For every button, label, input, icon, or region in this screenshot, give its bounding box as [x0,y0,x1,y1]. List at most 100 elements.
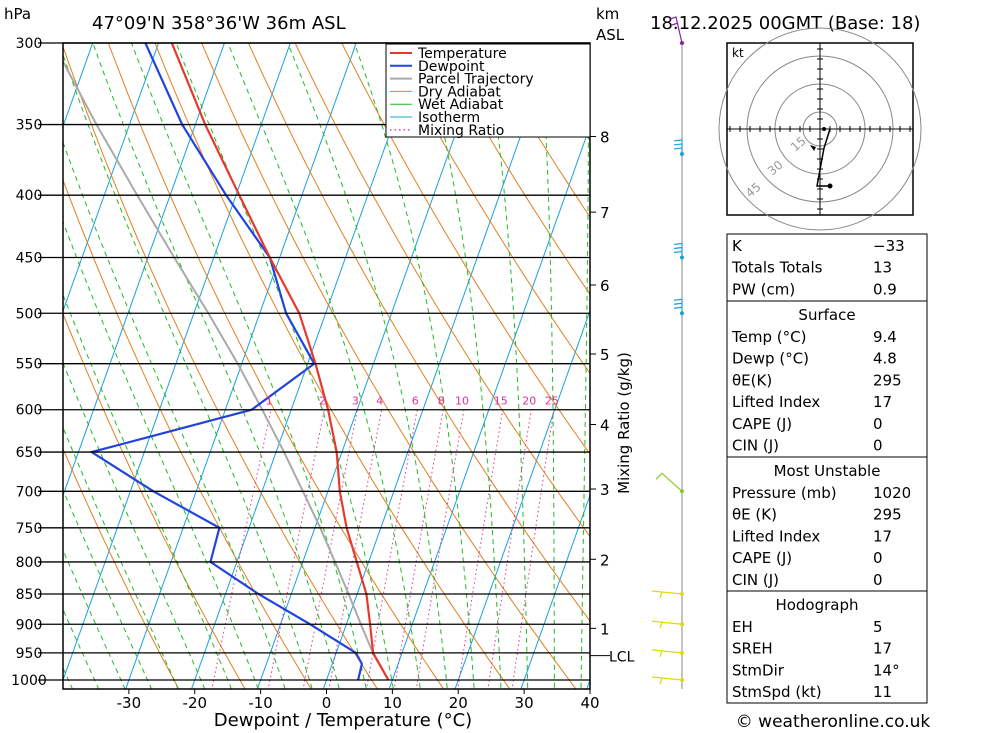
height-tick-label: 2 [600,551,610,569]
dry-adiabat-line [341,43,590,455]
x-tick-label: 40 [580,694,599,712]
height-tick-label: 5 [600,346,610,364]
dry-adiabat-line [481,43,590,218]
hodograph-point [822,127,826,131]
dry-adiabat-line [63,178,312,689]
mixing-ratio-tick-label: 8 [438,395,445,408]
index-value: 1020 [873,484,911,502]
index-label: CIN (J) [732,571,779,589]
isotherm-line [63,43,225,497]
parcel-trajectory-line [63,59,390,681]
profile-series [63,43,390,681]
index-value: −33 [873,237,905,255]
index-value: 14° [873,661,900,679]
x-tick-label: 0 [322,694,332,712]
index-value: 11 [873,683,892,701]
index-label: StmSpd (kt) [732,683,822,701]
legend-label: Dewpoint [418,59,485,75]
wind-barb [673,242,683,258]
index-label: SREH [732,640,773,658]
hodograph-ticks [729,48,911,210]
pressure-tick-label: 850 [16,587,43,603]
lcl-label: LCL [609,650,635,666]
mixing-ratio-axis-title: Mixing Ratio (g/kg) [615,352,633,494]
pressure-tick-label: 650 [16,445,43,461]
x-axis-title: Dewpoint / Temperature (°C) [214,710,472,731]
indices-table: Surface Most Unstable Hodograph K −33 Tota… [726,233,928,704]
mixing-ratio-tick-label: 3 [352,395,359,408]
dry-adiabat-line [201,43,577,689]
isotherm-line [0,0,3,711]
dry-adiabat-line [294,43,590,538]
mixing-ratio-tick-label: 15 [494,395,508,408]
isotherm-line [125,43,357,689]
asl-unit-label: ASL [596,26,625,44]
mixing-ratio-line [457,409,504,689]
height-tick-label: 3 [600,481,610,499]
height-tick-label: 8 [600,129,610,147]
isotherm-line [63,43,94,128]
pressure-tick-label: 800 [16,555,43,571]
x-tick-label: 10 [383,694,402,712]
index-value: 13 [873,259,892,277]
surface-box [726,300,928,458]
wind-barb [651,590,683,599]
index-label: Pressure (mb) [732,484,837,502]
isotherm-line [63,43,160,313]
isotherm-line [454,309,590,689]
x-tick-label: 20 [449,694,468,712]
index-label: StmDir [732,661,785,679]
isotherm-line [0,0,69,711]
mixing-ratio-tick-label: 10 [455,395,469,408]
height-tick-label: 6 [600,277,610,295]
wind-profile-column [651,16,684,689]
wind-barb [673,139,683,154]
mixing-ratio-line [366,409,418,689]
index-value: 5 [873,618,883,636]
km-unit-label: km [596,5,619,23]
x-tick-label: -10 [248,694,273,712]
wind-barb [669,16,683,44]
legend-label: Isotherm [418,110,480,126]
dry-adiabat-line [63,312,246,689]
wet-adiabat-line [63,53,313,689]
wet-adiabat-line [63,141,286,689]
index-value: 295 [873,371,902,389]
mixing-ratio-line [328,409,383,689]
index-label: EH [732,618,753,636]
dry-adiabat-line [987,0,1000,706]
temperature-line [170,43,390,681]
axis-labels: 1 2 3 4 6 8 10 15 20 2530035040045050055060065070… [11,36,634,712]
index-value: 17 [873,393,892,411]
pressure-tick-label: 500 [16,306,43,322]
hodograph-params-title: Hodograph [775,596,858,614]
plot-frame [62,42,591,690]
dry-adiabat-line [107,43,445,689]
mixing-ratio-tick-label: 4 [376,395,383,408]
hodograph-point [827,183,833,189]
dry-adiabat-line [63,45,379,689]
index-label: θE(K) [732,371,772,389]
index-value: 4.8 [873,350,897,368]
surface-title: Surface [798,306,855,324]
index-value: 0 [873,549,883,567]
index-label: Temp (°C) [731,328,806,346]
storm-motion-marker [810,145,816,151]
pressure-tick-label: 700 [16,484,43,500]
general-indices-box [726,233,928,302]
index-label: K [732,237,743,255]
pressure-tick-label: 900 [16,617,43,633]
index-label: CAPE (J) [732,549,792,567]
pressure-tick-label: 350 [16,118,43,134]
site-credit: © weatheronline.co.uk [736,712,931,732]
hodograph-params-box [726,590,928,704]
pressure-tick-label: 550 [16,357,43,373]
legend-label: Temperature [417,46,507,62]
pressure-tick-label: 300 [16,36,43,52]
index-value: 17 [873,527,892,545]
height-tick-label: 1 [600,620,610,638]
index-value: 0 [873,571,883,589]
most-unstable-title: Most Unstable [774,462,881,480]
